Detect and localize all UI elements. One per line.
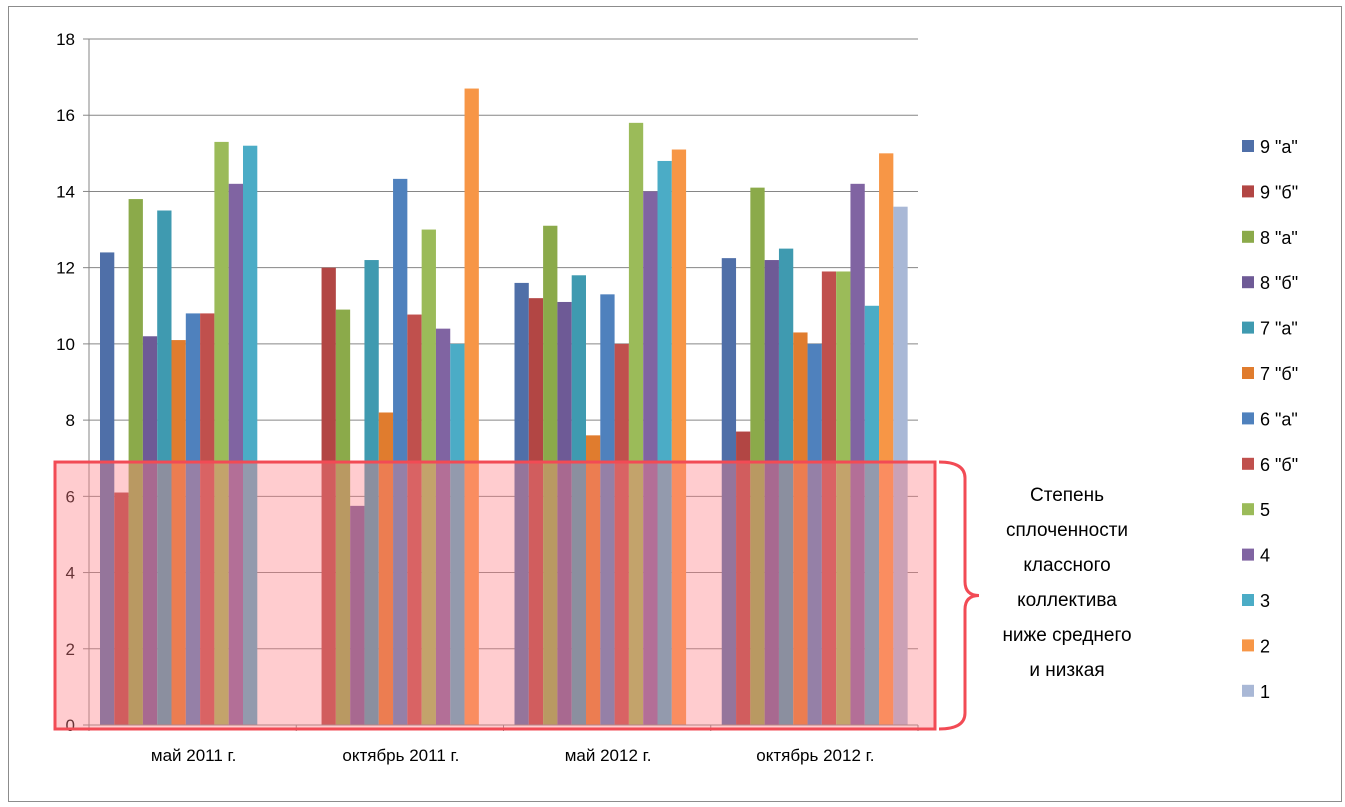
x-tick-label: май 2011 г. xyxy=(151,746,237,765)
bar xyxy=(643,191,658,725)
bar xyxy=(450,343,465,725)
bar xyxy=(364,260,379,725)
bar xyxy=(836,271,851,725)
highlight-annotation-line: сплоченности xyxy=(1006,520,1128,541)
y-tick-label: 18 xyxy=(56,30,75,49)
y-tick-label: 16 xyxy=(56,106,75,125)
x-tick-label: октябрь 2011 г. xyxy=(342,746,459,765)
bar xyxy=(378,412,394,725)
x-tick-label: май 2012 г. xyxy=(565,746,652,765)
highlight-annotation-line: и низкая xyxy=(1029,660,1104,681)
bar xyxy=(864,305,880,725)
legend-label: 6 "б" xyxy=(1260,455,1298,475)
bar xyxy=(557,301,572,725)
bar xyxy=(821,271,837,725)
bar xyxy=(421,229,436,726)
bar xyxy=(671,149,687,725)
legend-swatch xyxy=(1242,684,1254,697)
legend-label: 1 xyxy=(1260,682,1270,702)
bar xyxy=(850,183,865,726)
bar xyxy=(335,309,351,725)
legend-swatch xyxy=(1242,412,1254,425)
legend-label: 9 "а" xyxy=(1260,137,1298,157)
legend-label: 3 xyxy=(1260,591,1270,611)
bar xyxy=(171,340,186,725)
legend-swatch xyxy=(1242,639,1254,652)
highlight-annotation-line: классного xyxy=(1023,555,1110,576)
y-tick-label: 12 xyxy=(56,259,75,278)
bar xyxy=(514,282,529,725)
bar xyxy=(142,336,158,725)
y-tick-label: 10 xyxy=(56,335,75,354)
x-tick-label: октябрь 2012 г. xyxy=(756,746,874,765)
legend-swatch xyxy=(1242,321,1254,334)
bar xyxy=(764,260,779,725)
bar xyxy=(736,431,751,725)
highlight-annotation-line: Степень xyxy=(1030,485,1104,506)
y-tick-label: 4 xyxy=(66,564,75,583)
legend-label: 7 "а" xyxy=(1260,319,1298,339)
bar xyxy=(750,187,765,726)
bar xyxy=(114,492,129,725)
legend-swatch xyxy=(1242,230,1254,243)
legend-swatch xyxy=(1242,185,1254,198)
bar xyxy=(586,435,601,725)
legend-label: 6 "а" xyxy=(1260,409,1298,429)
chart-frame: 0 2 4 6 8 10 12 14 16 18 май 2011 г. октябрь 2011 г… xyxy=(8,6,1342,802)
y-tick-label: 2 xyxy=(66,640,75,659)
bar xyxy=(200,313,215,725)
bar xyxy=(243,145,258,725)
brace-mark xyxy=(938,460,980,731)
bar xyxy=(879,153,894,726)
y-tick-label: 6 xyxy=(66,487,75,506)
legend-label: 5 xyxy=(1260,500,1270,520)
legend-swatch xyxy=(1242,367,1254,379)
legend-label: 8 "а" xyxy=(1260,228,1298,248)
legend-label: 9 "б" xyxy=(1260,182,1298,202)
highlight-layer: Степень сплоченности классного коллектива ни… xyxy=(53,460,1132,731)
bar xyxy=(228,183,243,726)
y-tick-label: 0 xyxy=(66,716,75,735)
bar xyxy=(657,160,672,725)
highlight-annotation-line: ниже среднего xyxy=(1002,625,1131,646)
legend-layer: 9 "а" 9 "б" 8 "а" 8 "б" 7 "а" 7 "б" 6 "а" 6 "б"… xyxy=(1242,137,1298,702)
bar xyxy=(614,343,629,725)
bar xyxy=(543,225,558,725)
highlight-band xyxy=(53,460,937,731)
bar xyxy=(528,298,544,725)
legend-swatch xyxy=(1242,503,1254,516)
bar xyxy=(157,210,172,725)
bar xyxy=(807,343,822,725)
bar xyxy=(350,505,365,725)
legend-swatch xyxy=(1242,457,1254,470)
bar xyxy=(321,267,336,725)
bar xyxy=(571,275,586,725)
bar xyxy=(435,328,451,725)
bar xyxy=(793,332,808,725)
axis-layer: 0 2 4 6 8 10 12 14 16 18 май 2011 г. октябрь 2011 г… xyxy=(56,30,919,765)
legend-label: 8 "б" xyxy=(1260,273,1298,293)
bar xyxy=(628,122,644,726)
bar xyxy=(893,206,908,725)
bar xyxy=(185,313,201,725)
highlight-annotation-line: коллектива xyxy=(1017,590,1117,611)
bar xyxy=(600,294,615,725)
bar xyxy=(721,258,737,725)
y-tick-label: 8 xyxy=(66,411,75,430)
bar xyxy=(778,248,794,725)
bar xyxy=(464,88,479,726)
bar xyxy=(393,178,408,725)
legend-swatch xyxy=(1242,276,1254,289)
bar xyxy=(100,252,115,725)
bar xyxy=(407,314,422,725)
legend-swatch xyxy=(1242,548,1254,561)
legend-label: 2 xyxy=(1260,636,1270,656)
legend-swatch xyxy=(1242,594,1254,606)
y-tick-label: 14 xyxy=(56,182,75,201)
legend-swatch xyxy=(1242,140,1254,152)
legend-label: 7 "б" xyxy=(1260,364,1298,384)
legend-label: 4 xyxy=(1260,546,1270,566)
bar xyxy=(214,141,229,725)
